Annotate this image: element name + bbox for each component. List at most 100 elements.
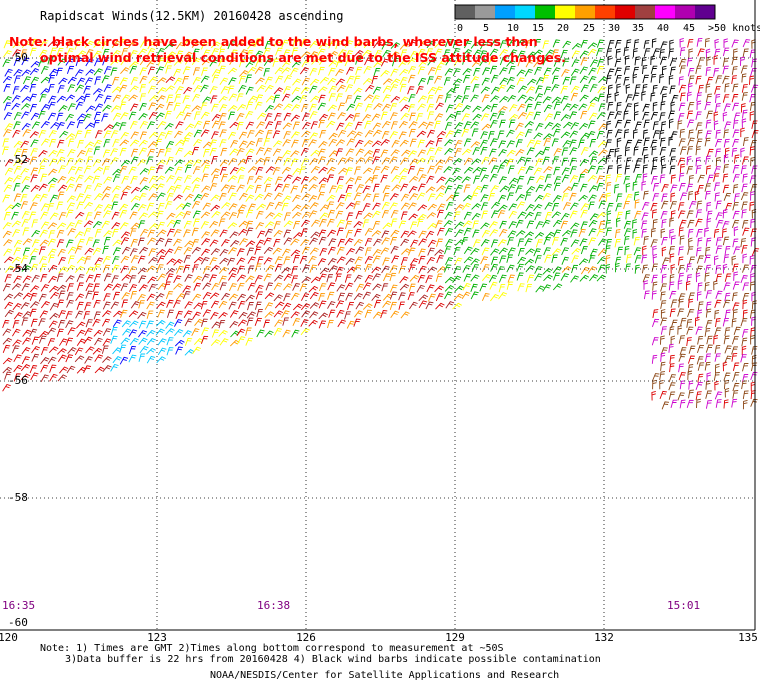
wind-barb [454, 122, 464, 130]
wind-barb [247, 256, 256, 264]
wind-barb [695, 391, 702, 400]
wind-barb [13, 193, 22, 202]
wind-barb [633, 129, 638, 139]
wind-barb [578, 139, 585, 148]
wind-barb [588, 201, 595, 210]
wind-barb [714, 353, 721, 362]
wind-barb [300, 86, 310, 95]
wind-barb [13, 112, 22, 120]
wind-barb [697, 291, 702, 301]
wind-barb [623, 176, 631, 185]
wind-barb [245, 184, 255, 193]
wind-barb [301, 246, 310, 255]
wind-barb [416, 130, 427, 138]
wind-barb [49, 47, 57, 56]
wind-barb [290, 311, 300, 319]
wind-barb [56, 67, 63, 77]
wind-barb [94, 58, 102, 67]
wind-barb [470, 192, 479, 201]
wind-barb [246, 317, 254, 326]
wind-barb [318, 119, 326, 129]
wind-barb [290, 131, 300, 139]
wind-barb [650, 92, 656, 102]
wind-barb [192, 184, 200, 193]
wind-barb [329, 185, 337, 194]
wind-barb [3, 112, 13, 120]
wind-barb [317, 48, 326, 57]
wind-barb [677, 210, 686, 219]
wind-barb [677, 280, 683, 290]
wind-barb [354, 166, 361, 175]
wind-barb [56, 284, 67, 292]
wind-barb [605, 245, 611, 255]
wind-barb [263, 47, 271, 56]
wind-barb [219, 248, 229, 257]
wind-barb [686, 119, 695, 128]
wind-barb [543, 247, 551, 256]
wind-barb [389, 236, 398, 246]
wind-barb [660, 347, 668, 356]
wind-barb [679, 163, 685, 173]
wind-barb [120, 337, 130, 345]
wind-barb [418, 40, 428, 48]
wind-barb [688, 129, 694, 139]
wind-barb [750, 327, 756, 337]
wind-barb [677, 120, 683, 130]
wind-barb [166, 156, 174, 165]
wind-barb [92, 283, 100, 292]
lon-label: 120 [0, 631, 18, 644]
wind-barb [354, 102, 363, 111]
wind-barb [435, 273, 443, 282]
wind-barb [705, 320, 713, 329]
wind-barb [688, 75, 695, 85]
wind-barb [650, 55, 656, 66]
wind-barb [526, 147, 535, 156]
wind-barb [670, 184, 678, 193]
wind-barb [580, 209, 588, 218]
wind-barb [606, 120, 612, 131]
wind-barb [670, 101, 675, 112]
wind-barb [147, 41, 156, 50]
wind-barb [175, 86, 184, 94]
wind-barb [344, 58, 353, 67]
wind-barb [318, 312, 329, 320]
wind-barb [201, 238, 211, 246]
wind-barb [66, 299, 74, 308]
wind-barb [318, 283, 327, 292]
wind-barb [552, 39, 561, 48]
wind-barb [56, 149, 65, 157]
wind-barb [570, 68, 580, 77]
wind-barb [211, 131, 219, 140]
wind-barb [490, 239, 499, 248]
wind-barb [380, 70, 390, 77]
wind-barb [498, 149, 507, 157]
wind-barb [273, 238, 281, 247]
wind-barb [326, 194, 336, 202]
wind-barb [426, 129, 435, 138]
wind-barb [723, 379, 730, 390]
wind-barb [659, 379, 664, 390]
wind-barb [182, 104, 191, 113]
wind-barb [596, 165, 604, 175]
wind-barb [191, 57, 201, 66]
wind-barb [83, 311, 91, 320]
wind-barb [75, 101, 84, 110]
wind-barb [382, 185, 391, 194]
wind-barb [651, 337, 659, 346]
wind-barb [84, 302, 92, 311]
wind-barb [183, 132, 194, 139]
wind-barb [390, 218, 398, 227]
wind-barb [101, 113, 109, 122]
wind-barb [56, 95, 67, 103]
wind-barb [2, 146, 9, 155]
wind-barb [454, 103, 464, 111]
wind-barb [200, 75, 210, 83]
wind-barb [175, 121, 184, 129]
wind-barb [723, 282, 731, 291]
wind-barb [596, 182, 604, 192]
wind-barb [598, 238, 607, 246]
wind-barb [273, 294, 283, 302]
wind-barb [506, 76, 515, 85]
wind-barb [273, 282, 283, 291]
wind-barb [605, 139, 612, 148]
